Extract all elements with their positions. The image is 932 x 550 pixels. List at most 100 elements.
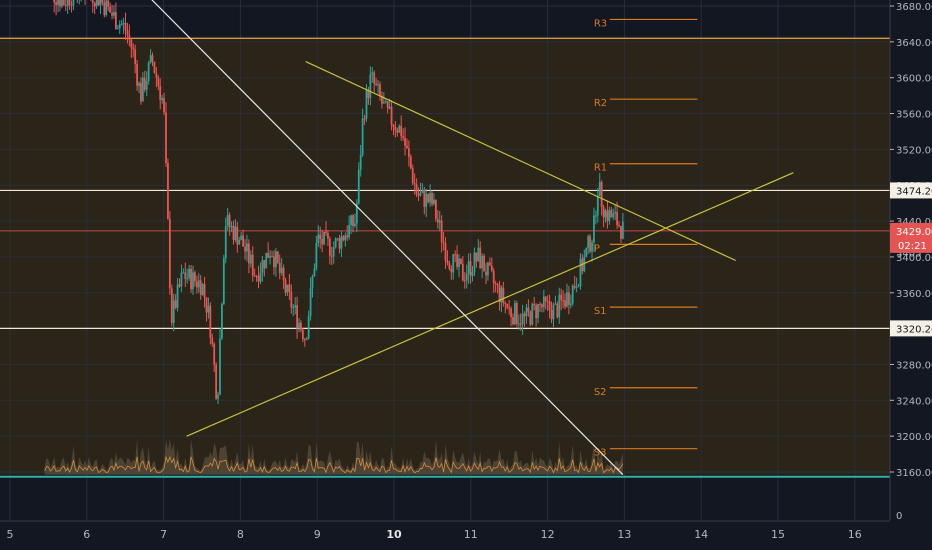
candle-body <box>194 272 196 282</box>
candle-body <box>99 0 102 6</box>
candle-body <box>221 303 223 339</box>
candle-body <box>413 183 416 185</box>
candle-body <box>238 240 241 245</box>
candle-body <box>240 235 243 241</box>
y-tick-label: 3640.00 <box>896 38 932 49</box>
candle-body <box>398 125 401 133</box>
candle-body <box>440 220 443 242</box>
candle-body <box>249 254 252 264</box>
y-tick-label: 3520.00 <box>896 145 932 156</box>
candles <box>53 0 624 405</box>
candle-body <box>323 231 325 245</box>
trendline <box>305 61 737 262</box>
candle-body <box>242 235 245 247</box>
candle-body <box>228 215 231 228</box>
candle-body <box>556 303 559 318</box>
candle-body <box>195 281 198 288</box>
candle-body <box>425 194 428 207</box>
candle-body <box>167 162 169 219</box>
candle-body <box>113 11 115 16</box>
candle-body <box>529 311 532 325</box>
pivot-label: R3 <box>594 18 607 29</box>
candle-body <box>172 300 175 323</box>
candle-body <box>456 254 458 267</box>
candle-body <box>230 225 233 228</box>
candle-body <box>471 272 474 276</box>
candle-body <box>562 300 565 302</box>
candle-body <box>355 203 358 224</box>
candle-body <box>494 283 497 285</box>
x-tick-label: 15 <box>771 528 785 541</box>
candle-body <box>506 303 509 308</box>
candle-body <box>514 303 516 325</box>
candle-body <box>352 215 354 227</box>
candle-body <box>587 236 590 249</box>
candle-body <box>232 225 235 241</box>
candle-body <box>402 136 405 138</box>
x-tick-label: 11 <box>464 528 478 541</box>
candle-body <box>487 262 489 276</box>
candle-body <box>321 239 324 245</box>
candle-body <box>319 234 322 240</box>
candle-body <box>70 4 73 6</box>
candle-body <box>373 72 376 84</box>
candle-body <box>136 64 138 86</box>
candle-body <box>178 284 181 287</box>
candle-body <box>444 243 447 261</box>
candle-body <box>213 343 216 365</box>
candle-body <box>188 268 191 279</box>
candle-body <box>379 84 381 96</box>
candle-body <box>593 215 595 243</box>
candle-body <box>180 272 183 287</box>
candle-body <box>361 118 364 155</box>
candle-body <box>460 258 462 265</box>
y-tick-label: 3360.00 <box>896 289 932 300</box>
x-tick-label: 9 <box>314 528 321 541</box>
candle-body <box>122 23 125 25</box>
candle-body <box>145 80 148 90</box>
candle-body <box>55 2 58 6</box>
candle-body <box>53 0 56 3</box>
candle-body <box>163 98 165 113</box>
candle-body <box>508 307 511 309</box>
candle-body <box>594 215 597 217</box>
candle-body <box>537 304 539 319</box>
candle-body <box>344 235 347 241</box>
candle-body <box>114 11 117 29</box>
candle-body <box>197 280 200 288</box>
candle-body <box>278 262 281 273</box>
candle-body <box>564 300 566 307</box>
candle-body <box>481 255 484 268</box>
candle-body <box>498 284 501 303</box>
candle-body <box>423 189 426 207</box>
candle-body <box>473 252 476 273</box>
candle-body <box>57 0 59 6</box>
candle-body <box>290 291 293 308</box>
candle-body <box>367 90 370 98</box>
candle-body <box>442 241 445 244</box>
candle-body <box>124 23 127 31</box>
candle-body <box>257 276 260 282</box>
price-labels: 3405 3474.20 3320.26 3429.00 02:21 <box>890 182 932 337</box>
candle-body <box>500 287 503 303</box>
candle-body <box>542 296 545 308</box>
candle-body <box>72 0 75 6</box>
candle-body <box>519 323 522 325</box>
candle-body <box>375 83 378 85</box>
candle-body <box>168 218 171 289</box>
candle-body <box>409 156 412 169</box>
candle-body <box>192 272 194 290</box>
candle-body <box>107 0 110 7</box>
candle-body <box>246 243 248 252</box>
candle-body <box>59 0 61 7</box>
candle-body <box>301 329 304 340</box>
candle-body <box>259 272 262 282</box>
candle-body <box>618 224 620 227</box>
candle-body <box>292 307 295 309</box>
y-tick-label: 3400.00 <box>896 253 932 264</box>
pivot-label: R2 <box>594 98 607 109</box>
candle-body <box>566 292 568 307</box>
candle-body <box>138 82 140 86</box>
candle-body <box>176 284 179 308</box>
